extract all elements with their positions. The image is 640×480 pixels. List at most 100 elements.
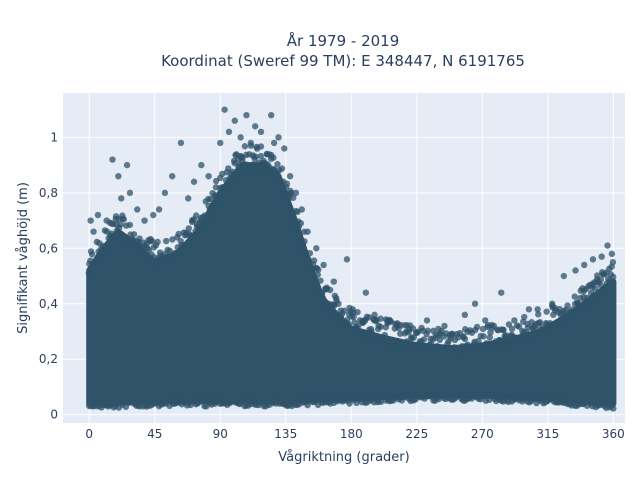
scatter-point xyxy=(564,302,571,309)
scatter-point xyxy=(502,332,510,339)
scatter-points xyxy=(85,106,617,412)
scatter-point xyxy=(229,178,236,186)
scatter-point xyxy=(384,317,391,324)
chart-title-line-2: Koordinat (Sweref 99 TM): E 348447, N 61… xyxy=(161,52,525,70)
scatter-point xyxy=(120,216,128,223)
scatter-point xyxy=(231,117,239,124)
scatter-point xyxy=(315,266,322,273)
scatter-point xyxy=(560,272,568,280)
scatter-point xyxy=(215,195,222,202)
scatter-point xyxy=(298,206,305,213)
scatter-point xyxy=(207,195,215,203)
scatter-point xyxy=(581,261,588,269)
scatter-point xyxy=(444,349,451,357)
x-tick-label: 180 xyxy=(340,427,363,441)
scatter-point xyxy=(355,322,362,330)
scatter-point xyxy=(185,195,192,202)
scatter-point xyxy=(571,293,578,300)
y-tick-label: 0,8 xyxy=(39,186,58,200)
scatter-point xyxy=(283,180,291,187)
scatter-point xyxy=(350,313,357,320)
scatter-point xyxy=(115,172,122,180)
scatter-point xyxy=(535,311,542,318)
scatter-point xyxy=(320,261,327,269)
scatter-point xyxy=(292,189,300,197)
scatter-point xyxy=(586,297,593,305)
scatter-point xyxy=(497,337,505,344)
scatter-point xyxy=(100,249,108,256)
scatter-point xyxy=(313,245,320,252)
scatter-point xyxy=(352,329,359,336)
scatter-point xyxy=(85,269,93,277)
scatter-point xyxy=(394,338,402,345)
scatter-point xyxy=(190,178,198,185)
scatter-point xyxy=(574,307,581,315)
scatter-point xyxy=(225,128,233,136)
scatter-point xyxy=(402,343,410,350)
scatter-point xyxy=(610,273,617,281)
scatter-point xyxy=(498,289,505,296)
scatter-point xyxy=(482,317,489,324)
scatter-point xyxy=(199,226,207,233)
scatter-point xyxy=(281,145,288,152)
scatter-point xyxy=(166,247,173,254)
scatter-point xyxy=(169,236,176,243)
scatter-point xyxy=(90,228,97,235)
scatter-point xyxy=(154,238,161,246)
scatter-point xyxy=(471,300,479,307)
scatter-point xyxy=(250,161,257,168)
scatter-point xyxy=(288,211,296,219)
scatter-point xyxy=(278,165,286,172)
scatter-point xyxy=(175,230,182,238)
scatter-point xyxy=(349,306,356,313)
y-axis-label: Signifikant våghöjd (m) xyxy=(16,182,31,334)
scatter-point xyxy=(543,308,550,315)
scatter-point xyxy=(608,250,616,258)
scatter-point xyxy=(371,311,378,319)
scatter-point xyxy=(109,156,116,163)
scatter-point xyxy=(275,134,282,141)
scatter-point xyxy=(579,304,586,312)
scatter-point xyxy=(420,336,428,343)
scatter-point xyxy=(251,123,259,130)
y-axis-ticks: 0 0,2 0,4 0,6 0,8 1 xyxy=(39,130,58,421)
scatter-point xyxy=(262,168,269,176)
scatter-point xyxy=(381,339,389,347)
scatter-point xyxy=(536,319,544,326)
scatter-point xyxy=(610,405,617,412)
scatter-point xyxy=(517,336,524,343)
scatter-point xyxy=(270,154,277,161)
scatter-point xyxy=(243,111,250,119)
scatter-point xyxy=(87,217,94,224)
scatter-point xyxy=(161,189,169,197)
scatter-point xyxy=(499,326,507,334)
scatter-point xyxy=(604,285,611,292)
scatter-point xyxy=(117,221,124,228)
scatter-point xyxy=(475,337,482,344)
scatter-point xyxy=(508,325,516,333)
scatter-point xyxy=(424,327,432,334)
scatter-point xyxy=(486,334,493,341)
scatter-point xyxy=(461,335,469,343)
scatter-point xyxy=(126,189,134,197)
scatter-point xyxy=(274,160,281,168)
scatter-point xyxy=(604,242,611,249)
scatter-point xyxy=(480,333,487,340)
scatter-point xyxy=(510,340,517,347)
scatter-point xyxy=(525,306,533,313)
scatter-point xyxy=(319,298,327,305)
scatter-point xyxy=(162,237,170,245)
scatter-point xyxy=(521,313,528,321)
scatter-point xyxy=(286,172,294,180)
scatter-point xyxy=(134,206,141,213)
chart-title-line-1: År 1979 - 2019 xyxy=(287,31,400,50)
scatter-point xyxy=(534,306,541,313)
scatter-point xyxy=(592,285,599,292)
scatter-point xyxy=(441,322,448,330)
scatter-point xyxy=(236,166,244,173)
scatter-point xyxy=(598,253,605,260)
scatter-point xyxy=(177,139,185,147)
scatter-point xyxy=(609,258,617,266)
scatter-point xyxy=(241,143,249,150)
